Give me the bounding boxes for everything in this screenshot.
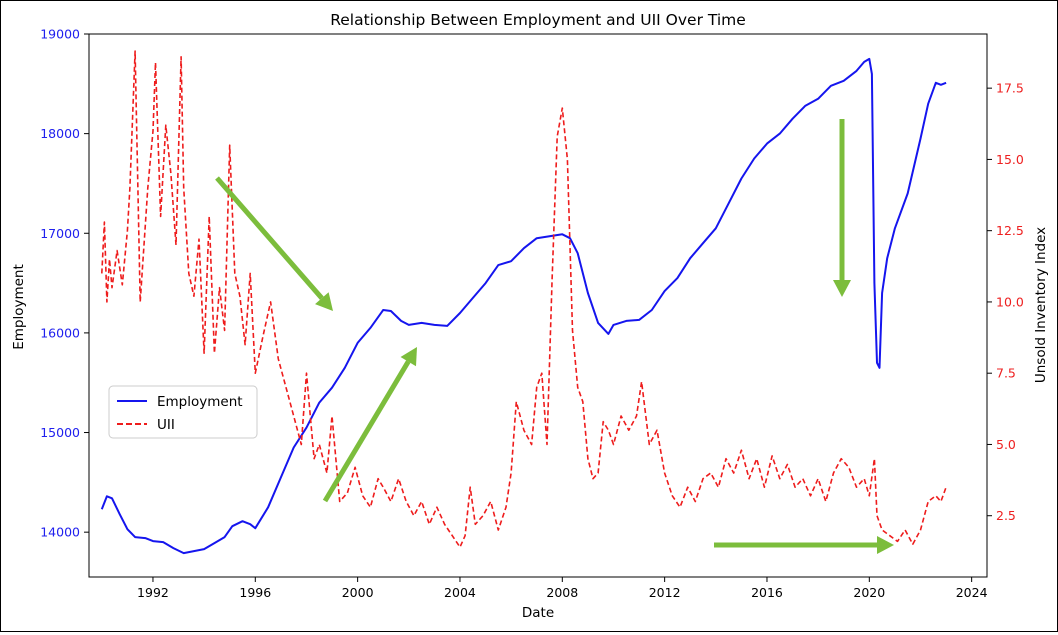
y-left-tick-label: 15000 (40, 425, 80, 440)
x-axis-label: Date (522, 605, 554, 621)
y-left-tick-label: 19000 (40, 27, 80, 42)
employment-line (100, 57, 947, 555)
arrow-up-right (322, 347, 417, 503)
y-right-tick-label: 7.5 (996, 366, 1016, 381)
plot-area-border (88, 33, 988, 578)
arrow-down (833, 119, 851, 297)
y-left-tick-label: 16000 (40, 325, 80, 340)
legend: Employment UII (108, 385, 258, 439)
y-right-tick-label: 2.5 (996, 508, 1016, 523)
y-axis-left: 14000 15000 16000 17000 18000 19000 (40, 27, 89, 540)
chart-title: Relationship Between Employment and UII … (330, 11, 746, 29)
x-tick-label: 2024 (956, 585, 988, 600)
y-axis-right: 2.5 5.0 7.5 10.0 12.5 15.0 17.5 (987, 81, 1024, 523)
x-tick-label: 2004 (444, 585, 476, 600)
y-right-tick-label: 15.0 (996, 152, 1024, 167)
y-right-tick-label: 10.0 (996, 294, 1024, 309)
x-axis: 1992 1996 2000 2004 2008 2012 2016 2020 2024 (137, 577, 988, 600)
y-right-tick-label: 12.5 (996, 223, 1024, 238)
uii-line (101, 50, 947, 548)
y-left-tick-label: 18000 (40, 126, 80, 141)
series-layer (100, 50, 947, 555)
x-tick-label: 2008 (546, 585, 578, 600)
x-tick-label: 2020 (853, 585, 885, 600)
arrow-down-right (215, 176, 333, 311)
y-right-tick-label: 17.5 (996, 81, 1024, 96)
legend-employment-label: Employment (157, 394, 243, 410)
y-axis-right-label: Unsold Inventory Index (1033, 227, 1049, 383)
y-axis-left-label: Employment (11, 264, 27, 350)
x-tick-label: 1996 (239, 585, 271, 600)
x-tick-label: 1992 (137, 585, 169, 600)
y-right-tick-label: 5.0 (996, 437, 1016, 452)
x-tick-label: 2012 (649, 585, 681, 600)
y-left-tick-label: 17000 (40, 226, 80, 241)
arrow-right (714, 536, 894, 554)
y-left-tick-label: 14000 (40, 525, 80, 540)
legend-uii-label: UII (157, 417, 175, 433)
x-tick-label: 2000 (342, 585, 374, 600)
x-tick-label: 2016 (751, 585, 783, 600)
annotation-arrows (215, 119, 894, 554)
